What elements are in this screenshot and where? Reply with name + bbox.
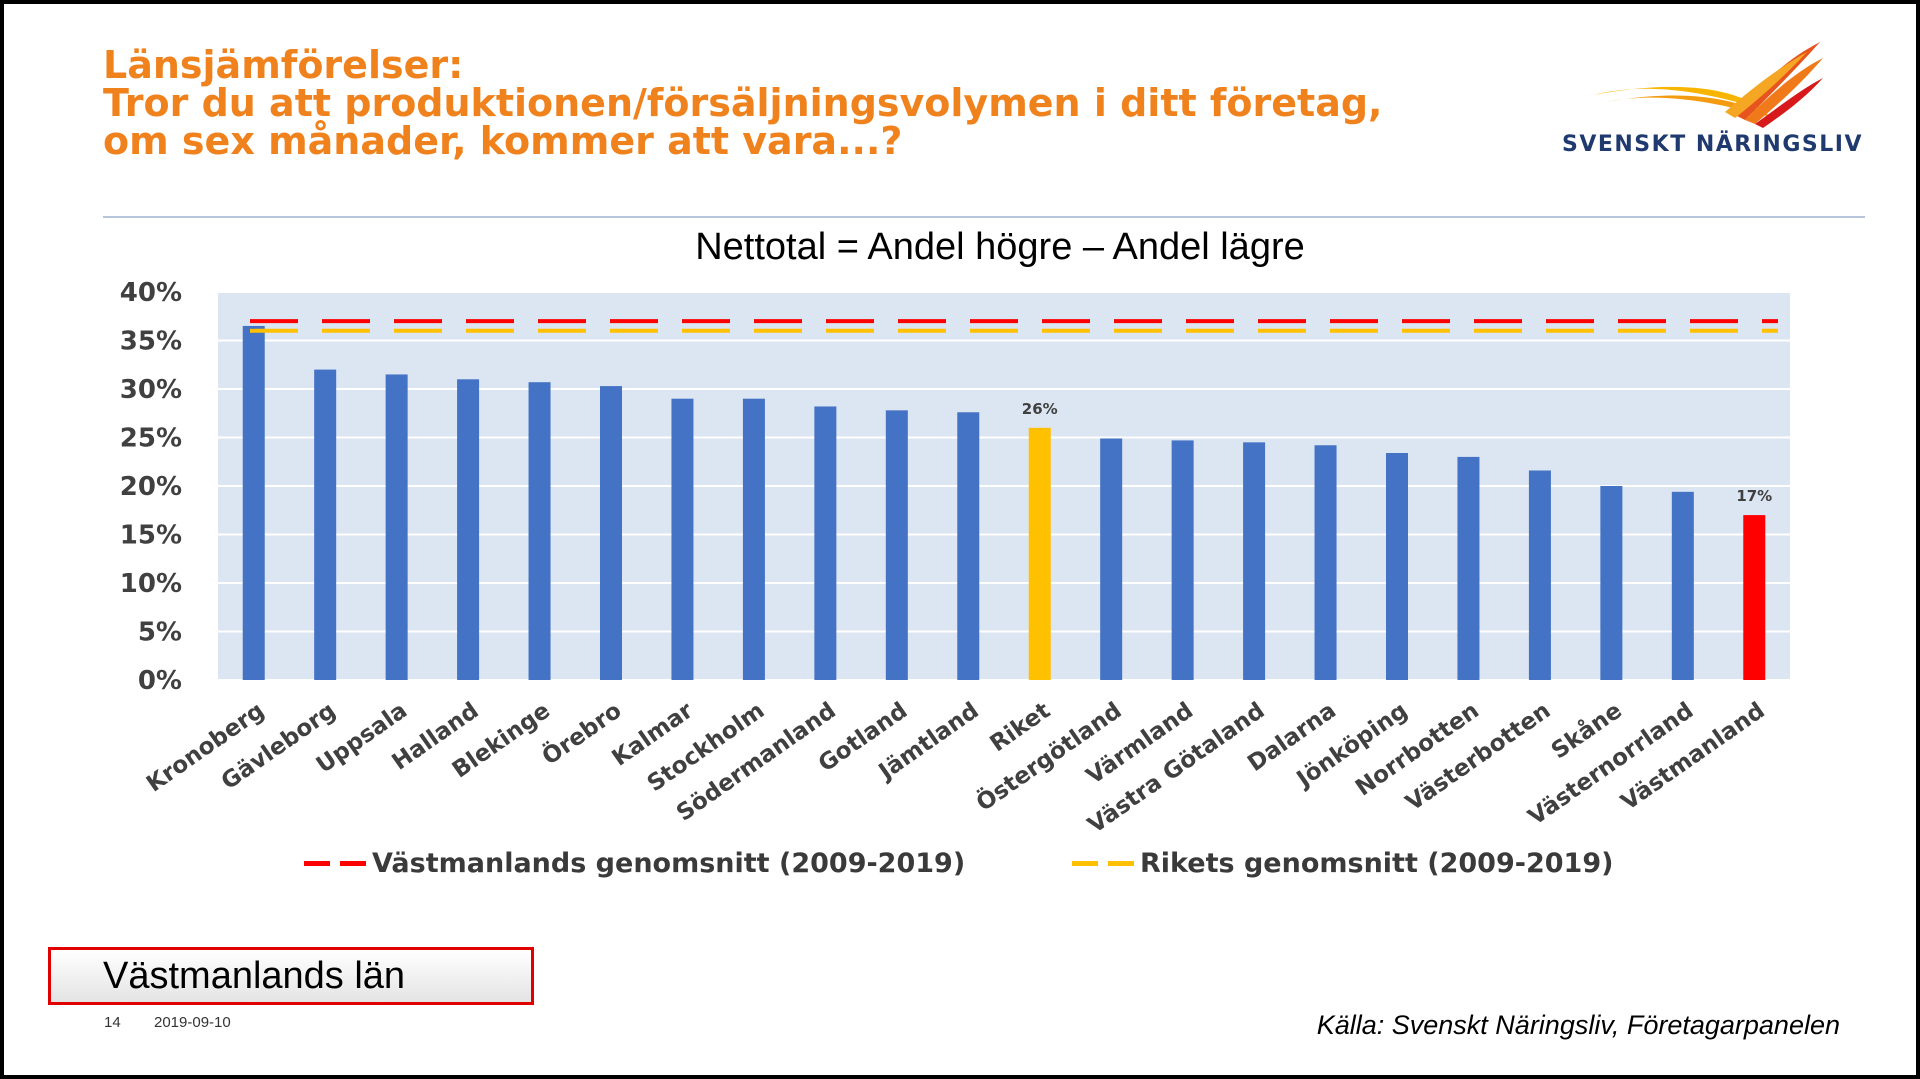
source-note: Källa: Svenskt Näringsliv, Företagarpane…	[1316, 1010, 1840, 1040]
bar-19	[1600, 486, 1623, 680]
bar-6	[671, 398, 694, 680]
slide-number: 14	[104, 1014, 121, 1031]
x-tick-label: Kronoberg	[142, 698, 269, 798]
title-line-2: Tror du att produktionen/försäljningsvol…	[103, 81, 1383, 125]
title-divider	[103, 216, 1865, 218]
title-line-3: om sex månader, kommer att vara...?	[103, 119, 903, 163]
bar-17	[1457, 456, 1480, 680]
bar-11	[1028, 427, 1051, 680]
bar-21	[1743, 515, 1766, 680]
y-tick-label: 35%	[120, 327, 182, 357]
y-tick-label: 0%	[138, 666, 182, 696]
bar-8	[814, 406, 837, 680]
legend-dash-yellow	[1072, 861, 1134, 866]
legend-dash-red	[304, 861, 366, 866]
slide-title: Länsjämförelser: Tror du att produktione…	[103, 46, 1382, 160]
bar-5	[600, 386, 622, 680]
svenskt-naringsliv-logo: SVENSKT NÄRINGSLIV	[1545, 40, 1880, 170]
slide-date: 2019-09-10	[154, 1014, 231, 1031]
bar-13	[1171, 440, 1194, 680]
bar-12	[1100, 438, 1123, 680]
y-tick-label: 20%	[120, 472, 182, 502]
bar-chart: 0%5%10%15%20%25%30%35%40%KronobergGävleb…	[120, 278, 1790, 839]
data-label: 26%	[1022, 400, 1058, 418]
legend-item-riket-average: Rikets genomsnitt (2009-2019)	[1072, 848, 1613, 879]
y-tick-label: 10%	[120, 569, 182, 599]
y-tick-label: 30%	[120, 375, 182, 405]
title-line-1: Länsjämförelser:	[103, 43, 464, 87]
y-tick-label: 15%	[120, 521, 182, 551]
bar-9	[885, 410, 908, 680]
bar-7	[742, 398, 765, 680]
logo-text: SVENSKT NÄRINGSLIV	[1562, 132, 1863, 157]
bar-14	[1243, 442, 1266, 680]
bar-3	[457, 379, 480, 680]
chart-title: Nettotal = Andel högre – Andel lägre	[695, 226, 1305, 268]
region-label-box: Västmanlands län	[48, 947, 534, 1005]
legend-item-vastmanland-average: Västmanlands genomsnitt (2009-2019)	[304, 848, 965, 879]
y-tick-label: 5%	[138, 618, 182, 648]
wing-logo-icon	[1593, 42, 1823, 128]
y-tick-label: 40%	[120, 278, 182, 308]
bar-18	[1528, 470, 1551, 680]
bar-20	[1671, 491, 1694, 680]
bar-10	[957, 412, 980, 680]
bar-1	[314, 369, 337, 680]
bar-0	[242, 325, 265, 680]
bar-4	[528, 382, 551, 680]
legend-label-riket: Rikets genomsnitt (2009-2019)	[1140, 848, 1614, 879]
legend-label-vastmanland: Västmanlands genomsnitt (2009-2019)	[372, 848, 966, 879]
bar-15	[1314, 445, 1337, 680]
chart-legend: Västmanlands genomsnitt (2009-2019) Rike…	[0, 848, 1920, 888]
y-tick-label: 25%	[120, 424, 182, 454]
bar-2	[385, 374, 408, 680]
bar-16	[1386, 453, 1408, 680]
data-label: 17%	[1736, 487, 1772, 505]
